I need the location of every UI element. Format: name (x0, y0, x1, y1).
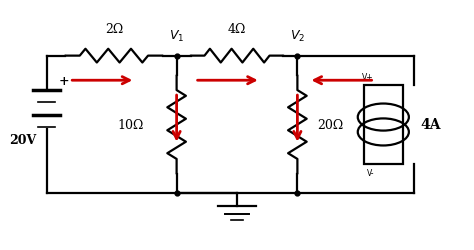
Text: 10Ω: 10Ω (117, 118, 143, 132)
Text: $V_2$: $V_2$ (290, 29, 305, 44)
Text: V-: V- (366, 168, 374, 177)
Text: V+: V+ (363, 73, 374, 82)
Text: 4A: 4A (420, 118, 441, 132)
Text: 20Ω: 20Ω (317, 118, 343, 132)
Text: $V_1$: $V_1$ (169, 29, 184, 44)
Text: 20V: 20V (9, 133, 36, 146)
Text: +: + (58, 74, 69, 87)
Text: 2Ω: 2Ω (105, 23, 123, 36)
Bar (364, 86, 403, 164)
Text: 4Ω: 4Ω (228, 23, 246, 36)
